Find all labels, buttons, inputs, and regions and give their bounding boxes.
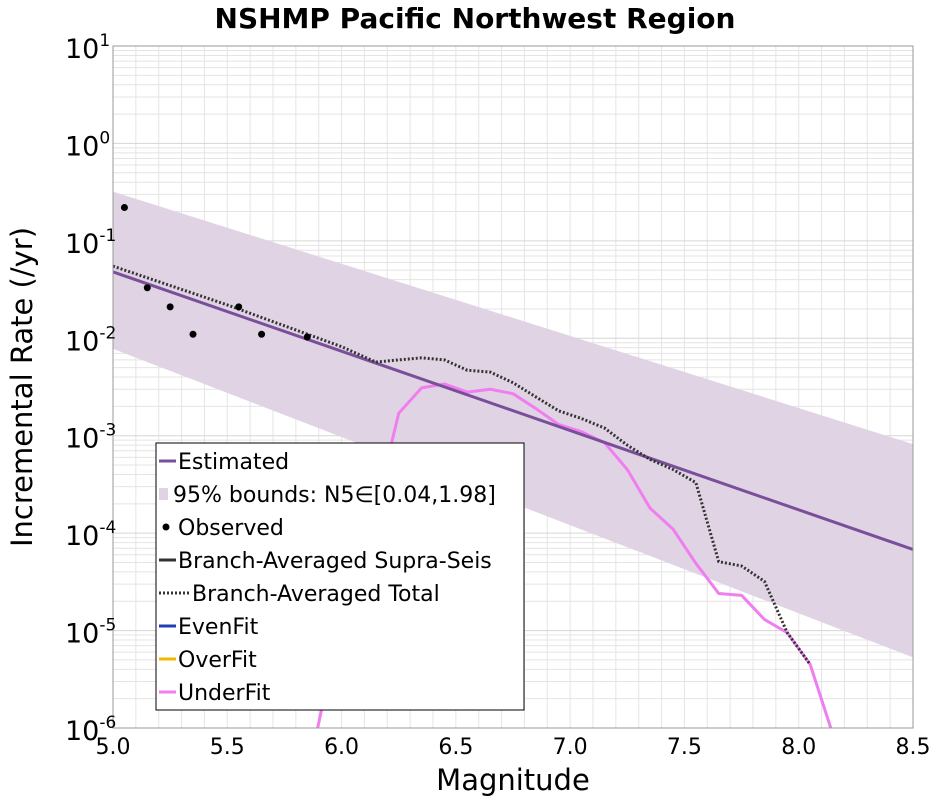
legend-observed-label: Observed [178,516,284,541]
y-tick-label: 10-3 [65,421,116,455]
y-tick-label: 101 [65,31,110,65]
chart-title: NSHMP Pacific Northwest Region [215,2,736,35]
plot-frame [112,45,914,729]
x-tick-labels: 5.0 5.5 6.0 6.5 7.0 7.5 8.0 8.5 [96,735,931,760]
y-tick-label: 10-6 [65,713,116,747]
legend-overfit-label: OverFit [178,648,257,673]
y-tick-label: 10-1 [65,226,116,260]
legend-bounds-label: 95% bounds: N5∈[0.04,1.98] [173,483,496,508]
x-tick-label: 6.5 [438,735,473,760]
legend-evenfit-label: EvenFit [178,615,259,640]
observed-point [189,330,197,338]
observed-point [258,330,266,338]
observed-point [235,303,243,311]
legend-box [155,442,525,711]
observed-point [303,333,311,341]
observed-point [120,203,128,211]
x-tick-label: 7.0 [553,735,588,760]
y-tick-label: 10-2 [65,323,116,357]
observed-point [143,284,151,292]
x-tick-label: 8.5 [896,735,931,760]
observed-point [166,303,174,311]
legend-total-label: Branch-Averaged Total [192,582,440,607]
branch-averaged-total-line [113,264,812,666]
x-axis-label: Magnitude [436,763,590,797]
y-tick-label: 10-4 [65,518,116,552]
legend-estimated-label: Estimated [178,450,289,475]
x-tick-label: 5.5 [210,735,245,760]
y-tick-labels: 101 100 10-1 10-2 10-3 10-4 10-5 10-6 [65,31,116,747]
legend-supra-seis-label: Branch-Averaged Supra-Seis [178,549,492,574]
legend: Estimated 95% bounds: N5∈[0.04,1.98] Obser… [155,442,525,711]
legend-observed-swatch [162,523,170,531]
estimated-line [113,270,913,551]
x-tick-label: 8.0 [781,735,816,760]
observed-points-layer [120,203,311,341]
legend-bounds-swatch [159,488,168,500]
legend-underfit-label: UnderFit [178,681,271,706]
y-tick-label: 10-5 [65,616,116,650]
x-tick-label: 5.0 [96,735,131,760]
y-axis-label: Incremental Rate (/yr) [5,227,39,547]
x-tick-label: 6.0 [324,735,359,760]
y-tick-label: 100 [65,128,110,162]
x-tick-label: 7.5 [667,735,702,760]
